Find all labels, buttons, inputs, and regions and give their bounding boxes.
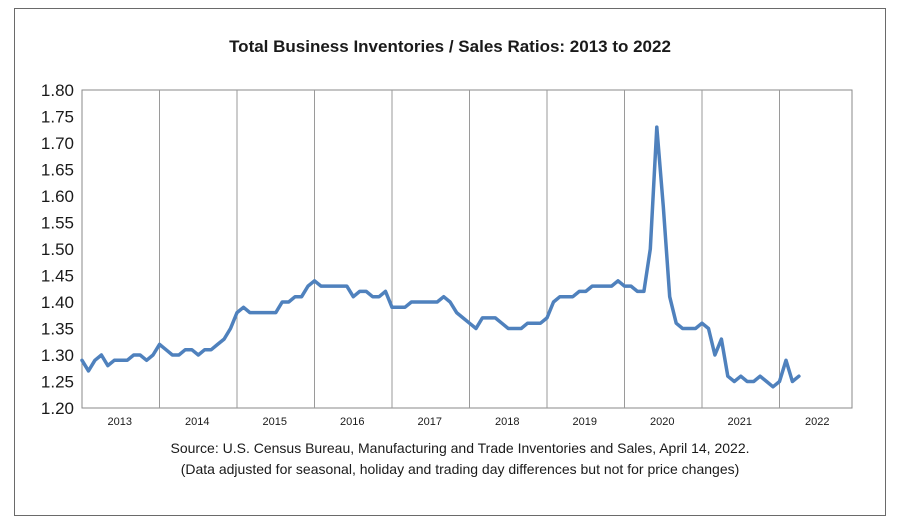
- y-tick-label: 1.30: [41, 346, 74, 365]
- x-tick-label: 2015: [263, 416, 287, 428]
- x-tick-label: 2022: [805, 416, 829, 428]
- chart-title: Total Business Inventories / Sales Ratio…: [229, 37, 671, 56]
- y-tick-label: 1.50: [41, 240, 74, 259]
- year-dividers: [159, 90, 780, 408]
- plot-area: [81, 89, 853, 409]
- x-tick-label: 2014: [185, 416, 209, 428]
- series-line: [80, 125, 801, 389]
- x-tick-label: 2017: [418, 416, 442, 428]
- y-tick-label: 1.70: [41, 134, 74, 153]
- y-tick-label: 1.25: [41, 373, 74, 392]
- x-tick-label: 2016: [340, 416, 364, 428]
- y-tick-label: 1.55: [41, 214, 74, 233]
- y-tick-label: 1.65: [41, 161, 74, 180]
- x-tick-label: 2021: [728, 416, 752, 428]
- y-tick-label: 1.45: [41, 267, 74, 286]
- y-tick-label: 1.80: [41, 81, 74, 100]
- adjustment-note: (Data adjusted for seasonal, holiday and…: [180, 461, 740, 477]
- y-tick-label: 1.35: [41, 320, 74, 339]
- y-tick-label: 1.75: [41, 108, 74, 127]
- source-note: Source: U.S. Census Bureau, Manufacturin…: [170, 440, 750, 456]
- y-tick-label: 1.40: [41, 293, 74, 312]
- x-tick-label: 2020: [650, 416, 674, 428]
- y-tick-label: 1.20: [41, 399, 74, 418]
- x-axis-ticks: 2013 2014 2015 2016 2017 2018 2019 2020 2021 2022: [108, 416, 830, 428]
- x-tick-label: 2018: [495, 416, 519, 428]
- x-tick-label: 2019: [573, 416, 597, 428]
- y-axis-ticks: 1.80 1.75 1.70 1.65 1.60 1.55 1.50 1.45 1.40 1.35…: [41, 81, 74, 418]
- y-tick-label: 1.60: [41, 187, 74, 206]
- x-tick-label: 2013: [108, 416, 132, 428]
